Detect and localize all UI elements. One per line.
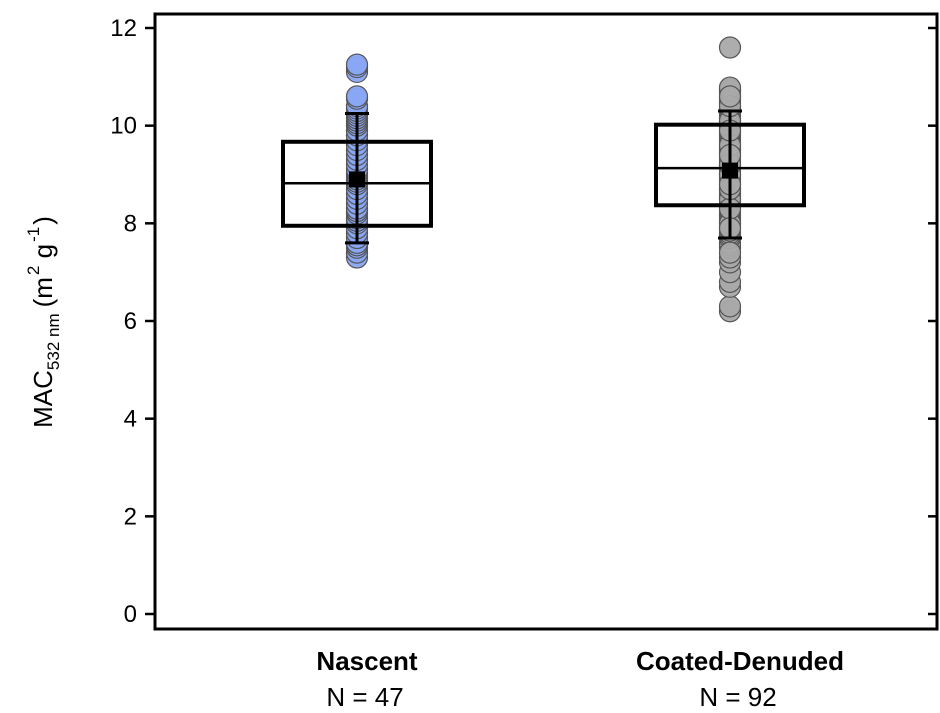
data-point xyxy=(718,241,742,264)
y-tick-label: 4 xyxy=(124,406,137,433)
box-plots xyxy=(281,109,806,245)
ylabel-unit-exp2: -1 xyxy=(24,227,43,242)
y-tick-label: 6 xyxy=(124,308,137,335)
y-tick-label: 2 xyxy=(124,503,137,530)
mean-marker xyxy=(349,171,365,188)
y-tick-label: 8 xyxy=(124,210,137,237)
y-tick-label: 10 xyxy=(110,113,137,140)
data-point xyxy=(345,85,369,108)
box xyxy=(654,122,806,208)
y-tick-label: 12 xyxy=(110,15,137,42)
ylabel-unit-open: (m xyxy=(28,277,58,307)
y-axis-label: MAC532 nm (m 2 g -1) xyxy=(24,216,63,428)
data-points xyxy=(345,36,742,323)
category-labels: Nascent N = 47 Coated-Denuded N = 92 xyxy=(316,646,844,712)
ylabel-subscript: 532 nm xyxy=(44,313,63,370)
data-point xyxy=(718,85,742,108)
category-n-label: N = 92 xyxy=(699,682,776,712)
plot-border xyxy=(153,12,939,631)
category-n-label: N = 47 xyxy=(326,682,403,712)
data-point xyxy=(718,36,742,59)
plot-frame xyxy=(153,12,939,631)
category-label: Coated-Denuded xyxy=(636,646,844,676)
ylabel-unit-exp1: 2 xyxy=(24,266,43,275)
ylabel-base: MAC xyxy=(28,370,58,428)
ylabel-unit-mid: g xyxy=(28,244,58,266)
y-tick-label: 0 xyxy=(124,601,137,628)
y-axis: 0 2 4 6 8 10 12 xyxy=(110,15,937,628)
mean-marker xyxy=(722,162,738,179)
data-point xyxy=(718,295,742,318)
ylabel-unit-close: ) xyxy=(28,216,58,225)
category-label: Nascent xyxy=(316,646,417,676)
data-point xyxy=(345,53,369,76)
